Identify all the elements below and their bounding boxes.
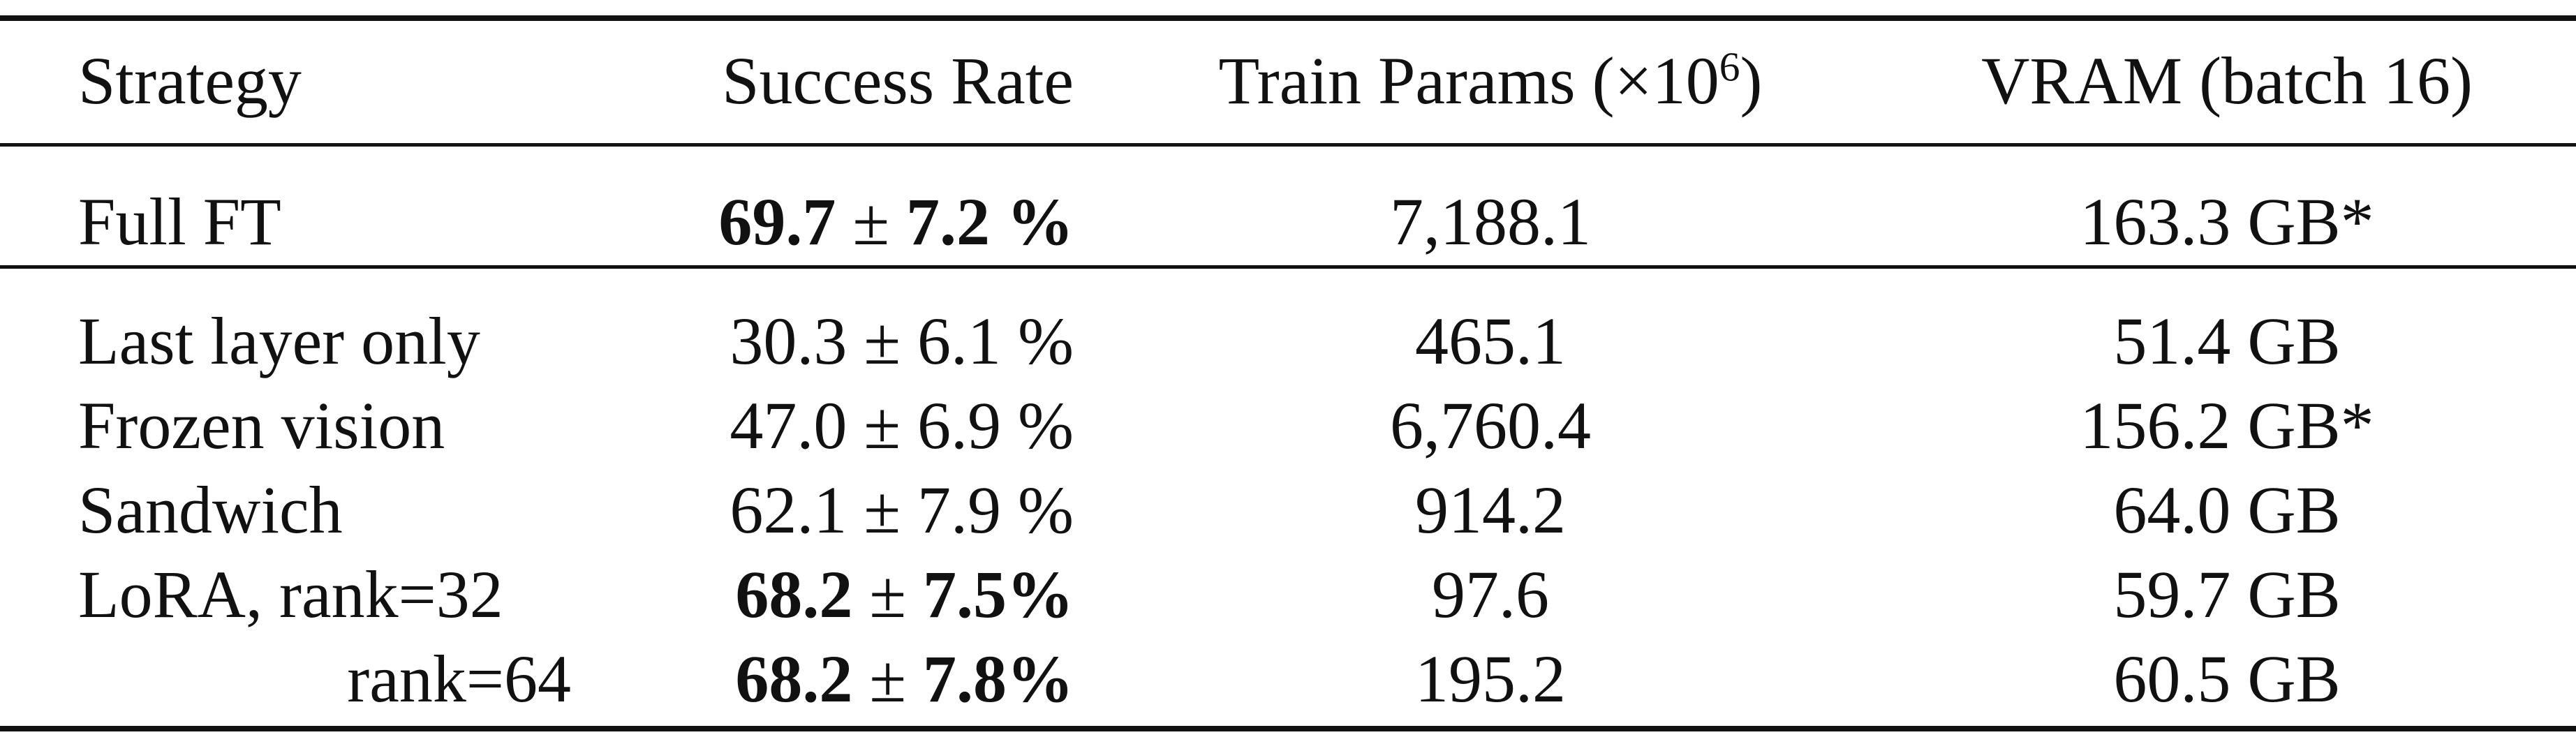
- success-rate-cell: 30.3 ± 6.1 %: [628, 299, 1131, 383]
- vram-cell: 64.0 GB: [2113, 472, 2341, 547]
- plus-minus-sign: ±: [864, 472, 901, 547]
- header-success-rate: Success Rate: [722, 43, 1074, 118]
- vram-cell: 51.4 GB: [2113, 303, 2341, 378]
- strategy-cell: Frozen vision: [78, 387, 445, 463]
- results-table: Strategy Success Rate Train Params (×106…: [0, 0, 2576, 721]
- success-mean: 47.0: [730, 387, 847, 463]
- success-std: 7.2 %: [906, 184, 1074, 259]
- train-params-cell: 97.6: [1432, 556, 1549, 632]
- success-std: 7.9 %: [917, 472, 1074, 547]
- table-row: Full FT 69.7 ± 7.2 % 7,188.1 163.3 GB*: [0, 162, 2576, 282]
- vram-cell: 156.2 GB*: [2080, 387, 2374, 463]
- success-rate-cell: 69.7 ± 7.2 %: [628, 162, 1131, 282]
- train-params-cell: 6,760.4: [1390, 387, 1591, 463]
- success-std: 7.8%: [923, 641, 1074, 716]
- success-mean: 30.3: [730, 303, 847, 378]
- success-rate-cell: 47.0 ± 6.9 %: [628, 383, 1131, 468]
- header-train-params: Train Params (×106): [1131, 0, 1850, 162]
- header-mid-rule: [0, 143, 2576, 147]
- plus-minus-sign: ±: [869, 556, 906, 632]
- top-rule: [0, 15, 2576, 21]
- strategy-cell: LoRA, rank=32: [78, 556, 503, 632]
- section-mid-rule: [0, 265, 2576, 269]
- vram-cell: 163.3 GB*: [2080, 184, 2374, 259]
- success-std: 6.9 %: [917, 387, 1074, 463]
- header-train-params-exponent: 6: [1719, 43, 1740, 90]
- strategy-cell: rank=64: [347, 641, 571, 716]
- success-std: 7.5%: [923, 556, 1074, 632]
- table-row: Sandwich 62.1 ± 7.9 % 914.2 64.0 GB: [0, 468, 2576, 552]
- strategy-cell: Full FT: [78, 184, 281, 259]
- success-rate-cell: 68.2 ± 7.5%: [628, 552, 1131, 637]
- header-train-params-suffix: ): [1740, 43, 1763, 118]
- plus-minus-sign: ±: [869, 641, 906, 716]
- bottom-rule: [0, 726, 2576, 731]
- table-row: rank=64 68.2 ± 7.8% 195.2 60.5 GB: [0, 637, 2576, 721]
- train-params-cell: 195.2: [1415, 641, 1566, 716]
- success-mean: 62.1: [730, 472, 847, 547]
- header-train-params-prefix: Train Params (×10: [1218, 43, 1719, 118]
- section-spacer: [0, 282, 2576, 299]
- success-mean: 69.7: [718, 184, 836, 259]
- vram-cell: 60.5 GB: [2113, 641, 2341, 716]
- table-header-row: Strategy Success Rate Train Params (×106…: [0, 0, 2576, 162]
- success-rate-cell: 62.1 ± 7.9 %: [628, 468, 1131, 552]
- success-std: 6.1 %: [917, 303, 1074, 378]
- train-params-cell: 7,188.1: [1390, 184, 1591, 259]
- table-row: Last layer only 30.3 ± 6.1 % 465.1 51.4 …: [0, 299, 2576, 383]
- vram-cell: 59.7 GB: [2113, 556, 2341, 632]
- strategy-cell: Sandwich: [78, 472, 343, 547]
- success-mean: 68.2: [735, 641, 853, 716]
- table-row: Frozen vision 47.0 ± 6.9 % 6,760.4 156.2…: [0, 383, 2576, 468]
- header-vram: VRAM (batch 16): [1981, 43, 2473, 118]
- plus-minus-sign: ±: [864, 387, 901, 463]
- table-row: LoRA, rank=32 68.2 ± 7.5% 97.6 59.7 GB: [0, 552, 2576, 637]
- train-params-cell: 914.2: [1415, 472, 1566, 547]
- success-rate-cell: 68.2 ± 7.8%: [628, 637, 1131, 721]
- strategy-cell: Last layer only: [78, 303, 480, 378]
- train-params-cell: 465.1: [1415, 303, 1566, 378]
- plus-minus-sign: ±: [852, 184, 889, 259]
- header-strategy: Strategy: [78, 43, 302, 118]
- plus-minus-sign: ±: [864, 303, 901, 378]
- success-mean: 68.2: [735, 556, 853, 632]
